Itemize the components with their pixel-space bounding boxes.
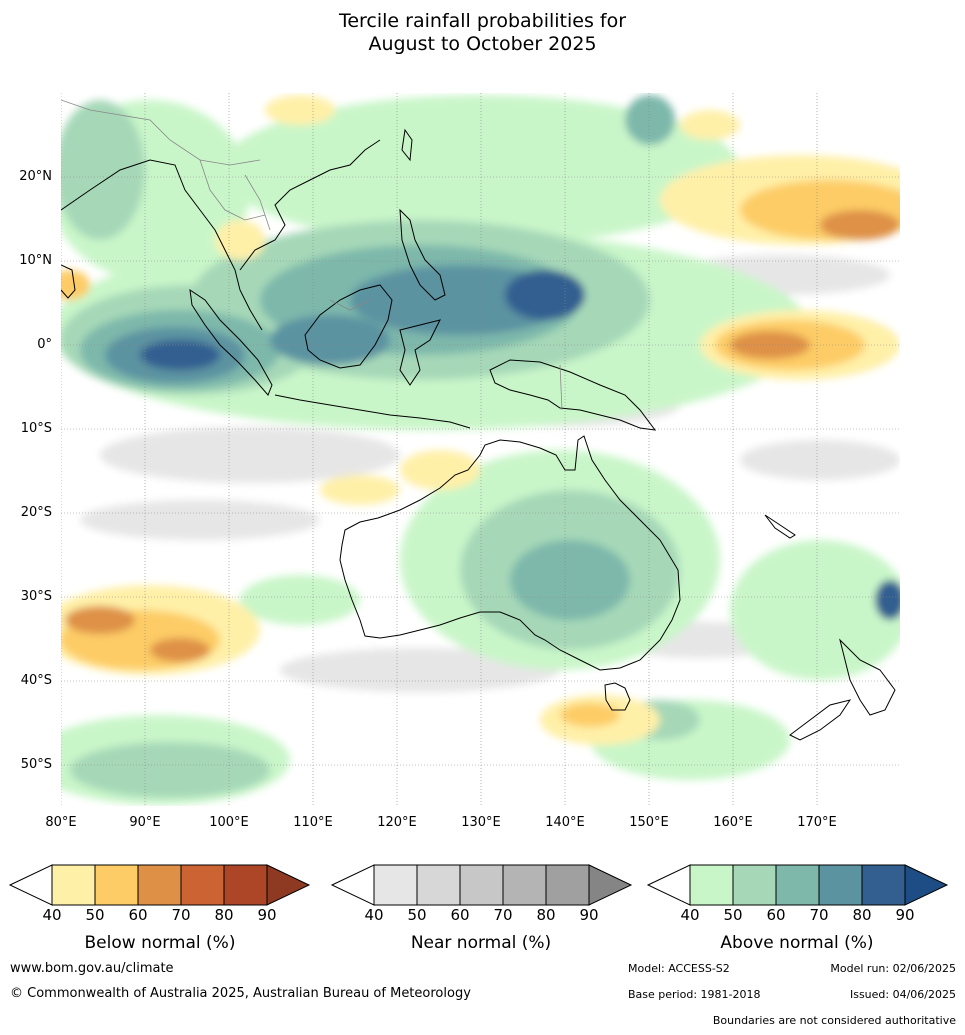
legend-near-title: Near normal (%) (410, 933, 552, 953)
model-text: Model: ACCESS-S2 (628, 962, 730, 975)
lon-label: 140°E (545, 815, 585, 830)
legend-near-low-arrow (330, 864, 375, 906)
legend-below-normal (8, 864, 311, 906)
legend-above-swatch (818, 864, 863, 906)
lat-label: 20°N (19, 169, 52, 184)
base-period-text: Base period: 1981-2018 (628, 988, 761, 1001)
lon-label: 160°E (713, 815, 753, 830)
legend-above-swatch (775, 864, 820, 906)
lon-label: 90°E (129, 815, 161, 830)
legend-tick: 70 (493, 906, 513, 924)
legend-tick: 80 (536, 906, 556, 924)
map-title-line1: Tercile rainfall probabilities for (338, 10, 627, 32)
legend-above-title: Above normal (%) (720, 933, 874, 953)
coastlines (61, 128, 896, 741)
issued-text: Issued: 04/06/2025 (849, 988, 956, 1001)
country-borders (61, 99, 563, 411)
legend-tick: 70 (809, 906, 829, 924)
legend-tick: 50 (85, 906, 105, 924)
legend-below-low-arrow (8, 864, 53, 906)
lat-label: 30°S (20, 589, 52, 604)
legend-below-title: Below normal (%) (84, 933, 236, 953)
legend-tick: 80 (214, 906, 234, 924)
legend-tick: 60 (128, 906, 148, 924)
graticule (61, 93, 900, 806)
legend-tick: 70 (171, 906, 191, 924)
lon-label: 100°E (209, 815, 249, 830)
map-title: Tercile rainfall probabilities for Augus… (0, 10, 965, 56)
legend-below-swatch (51, 864, 96, 906)
legend-near-normal (330, 864, 633, 906)
legend-tick: 80 (852, 906, 872, 924)
map-title-line2: August to October 2025 (368, 33, 597, 55)
legend-tick: 60 (450, 906, 470, 924)
legend-below-swatch (137, 864, 182, 906)
legend-tick: 50 (407, 906, 427, 924)
legend-tick: 60 (766, 906, 786, 924)
legend-below-swatch (94, 864, 139, 906)
legend-tick: 40 (364, 906, 384, 924)
legend-below-swatch (180, 864, 225, 906)
legend-below-high-arrow (266, 864, 311, 906)
probability-field (61, 93, 900, 806)
lat-label: 50°S (20, 757, 52, 772)
legend-near-swatch (502, 864, 547, 906)
legend-above-normal (646, 864, 949, 906)
legend-tick: 90 (257, 906, 277, 924)
lat-label: 20°S (20, 505, 52, 520)
legend-tick: 90 (895, 906, 915, 924)
legend-tick: 40 (42, 906, 62, 924)
legend-above-high-arrow (904, 864, 949, 906)
lat-label: 0° (37, 337, 52, 352)
model-run-text: Model run: 02/06/2025 (830, 962, 956, 975)
lon-label: 130°E (461, 815, 501, 830)
legend-tick: 40 (680, 906, 700, 924)
legend-near-swatch (545, 864, 590, 906)
legend-near-swatch (373, 864, 418, 906)
legend-above-low-arrow (646, 864, 691, 906)
legend-tick: 50 (723, 906, 743, 924)
copyright-text: © Commonwealth of Australia 2025, Austra… (10, 986, 471, 1001)
legend-near-swatch (459, 864, 504, 906)
legend-near-high-arrow (588, 864, 633, 906)
legend-above-swatch (732, 864, 777, 906)
legend-near-swatch (416, 864, 461, 906)
lon-label: 120°E (377, 815, 417, 830)
legend-below-swatch (223, 864, 268, 906)
lon-label: 150°E (629, 815, 669, 830)
legend-tick: 90 (579, 906, 599, 924)
lon-label: 170°E (797, 815, 837, 830)
lat-label: 10°S (20, 421, 52, 436)
legend-above-swatch (689, 864, 734, 906)
lon-label: 110°E (293, 815, 333, 830)
lat-label: 10°N (19, 253, 52, 268)
lat-label: 40°S (20, 673, 52, 688)
disclaimer-text: Boundaries are not considered authoritat… (712, 1014, 956, 1027)
lon-label: 80°E (45, 815, 77, 830)
legend-above-swatch (861, 864, 906, 906)
website-link[interactable]: www.bom.gov.au/climate (10, 961, 174, 976)
